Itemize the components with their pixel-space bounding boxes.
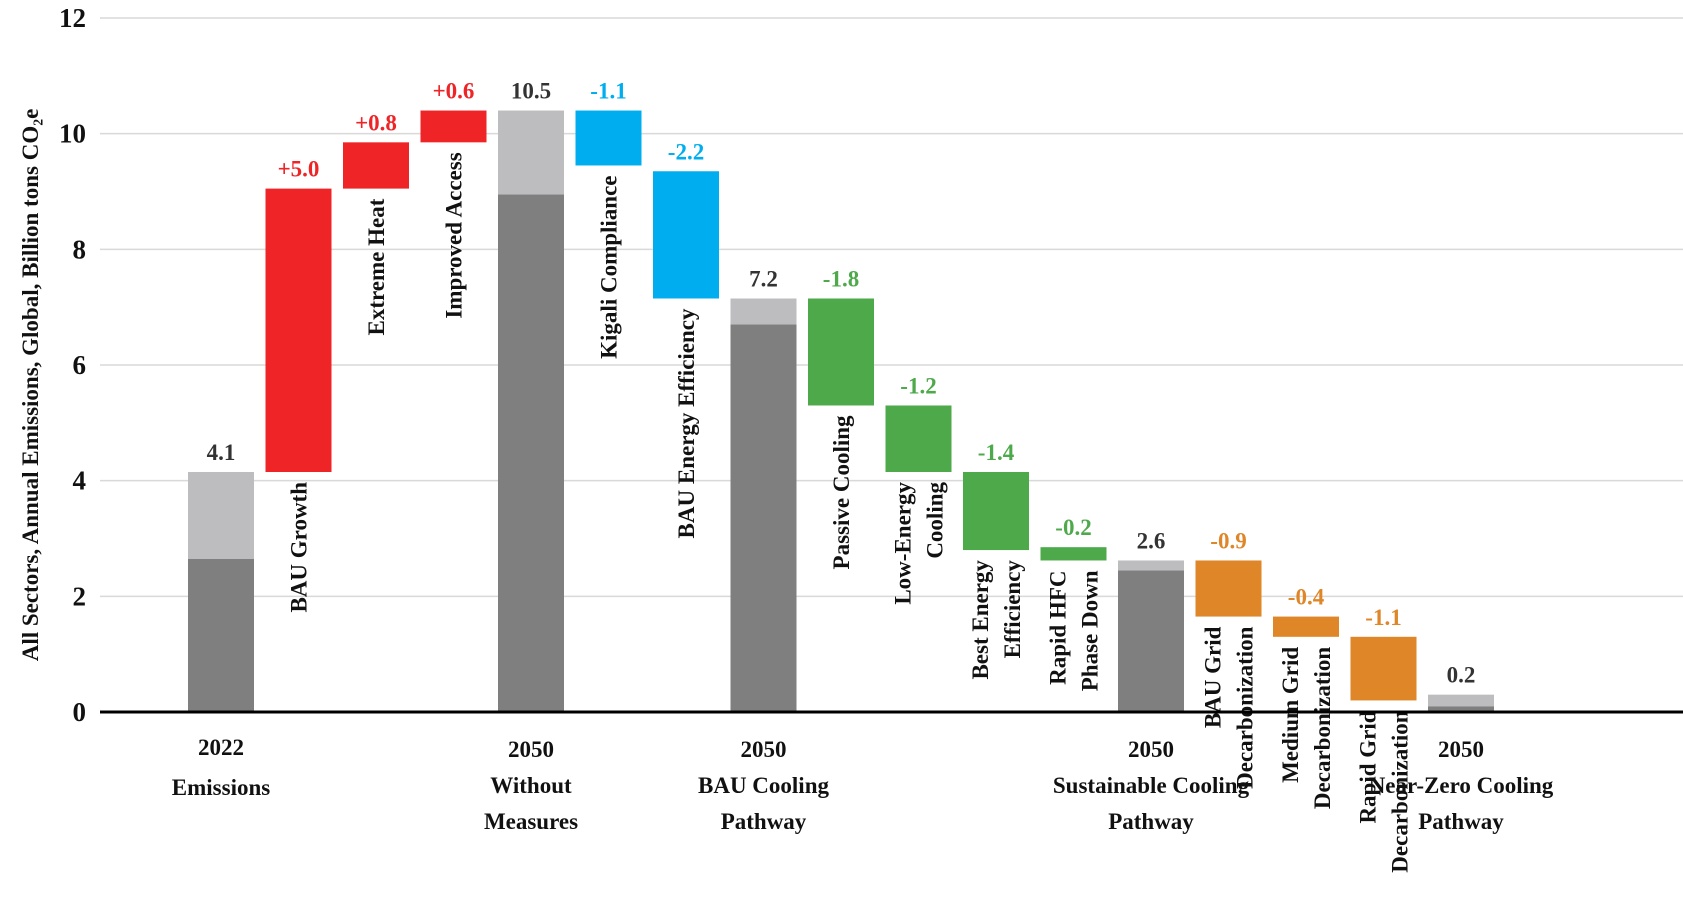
step-label: Rapid HFC <box>1046 570 1071 684</box>
grid-lines <box>100 17 1683 598</box>
bar-total-base <box>1118 570 1184 712</box>
category-label: Pathway <box>721 809 807 834</box>
bar-total-cap <box>188 471 254 559</box>
category-label: 2022 <box>198 735 244 760</box>
bar-total-cap <box>498 110 564 195</box>
step-label: Extreme Heat <box>364 198 389 335</box>
value-label: -1.8 <box>823 266 859 291</box>
step-label: Decarbonization <box>1388 710 1413 872</box>
category-label: Pathway <box>1418 809 1504 834</box>
step-label: Phase Down <box>1078 570 1103 691</box>
category-label: 2050 <box>508 737 554 762</box>
bar-total-base <box>498 194 564 712</box>
value-label: -0.9 <box>1210 528 1246 553</box>
y-tick-label: 4 <box>73 466 87 496</box>
value-label: +0.6 <box>433 79 475 104</box>
bar-total-base <box>1428 706 1494 712</box>
step-label: Improved Access <box>442 152 467 318</box>
category-label: Sustainable Cooling <box>1053 773 1250 798</box>
step-label: Decarbonization <box>1310 647 1335 809</box>
value-label: +5.0 <box>278 157 320 182</box>
value-label: -0.4 <box>1288 585 1325 610</box>
y-axis-label: All Sectors, Annual Emissions, Global, B… <box>18 109 43 662</box>
category-label: 2050 <box>1438 737 1484 762</box>
value-label: 2.6 <box>1137 528 1166 553</box>
bar-delta <box>575 110 642 166</box>
bar-delta <box>808 298 874 406</box>
bar-total-base <box>188 558 254 712</box>
step-label: Low-Energy <box>891 482 916 605</box>
labels: 4.1 2022 Emissions +5.0 BAU Growth +0.8 Extrem… <box>172 79 1554 873</box>
category-label: Measures <box>484 809 578 834</box>
step-label: Decarbonization <box>1233 626 1258 788</box>
y-tick-label: 6 <box>73 350 87 380</box>
step-label: Passive Cooling <box>829 415 854 569</box>
value-label: 0.2 <box>1447 663 1476 688</box>
value-label: 4.1 <box>207 440 236 465</box>
bar-delta <box>1040 547 1107 561</box>
step-label: Best Energy <box>968 560 993 680</box>
category-label: 2050 <box>1128 737 1174 762</box>
category-label: 2050 <box>741 737 787 762</box>
step-label: Medium Grid <box>1278 647 1303 783</box>
value-label: -1.1 <box>1365 605 1401 630</box>
bar-delta <box>1195 560 1262 617</box>
value-label: -1.4 <box>978 440 1015 465</box>
bar-delta <box>885 405 952 472</box>
bar-delta <box>1273 616 1339 637</box>
bar-total-cap <box>1118 560 1184 571</box>
value-label: 7.2 <box>749 266 778 291</box>
bar-total-cap <box>1428 694 1494 707</box>
step-label: Rapid Grid <box>1356 710 1381 823</box>
category-label: Pathway <box>1108 809 1194 834</box>
bar-total-cap <box>730 298 797 325</box>
value-label: -1.2 <box>900 373 936 398</box>
step-label: BAU Energy Efficiency <box>674 308 699 538</box>
bar-delta <box>1350 636 1417 701</box>
bar-delta <box>653 171 719 299</box>
value-label: -1.1 <box>590 79 626 104</box>
bar-delta <box>343 142 409 189</box>
category-label: BAU Cooling <box>698 773 829 798</box>
value-label: 10.5 <box>511 79 551 104</box>
y-tick-label: 0 <box>73 697 87 727</box>
bar-delta <box>420 110 487 143</box>
y-tick-label: 10 <box>59 119 86 149</box>
y-tick-label: 12 <box>59 3 86 33</box>
step-label: Cooling <box>923 481 948 558</box>
step-label: Kigali Compliance <box>597 175 622 358</box>
value-label: +0.8 <box>355 110 397 135</box>
bars <box>188 110 1494 712</box>
bar-delta <box>963 471 1029 551</box>
value-label: -0.2 <box>1055 515 1091 540</box>
y-tick-label: 8 <box>73 234 87 264</box>
bar-delta <box>265 188 332 472</box>
y-tick-label: 2 <box>73 581 87 611</box>
step-label: Efficiency <box>1000 560 1025 659</box>
bar-total-base <box>730 324 797 712</box>
category-label: Without <box>490 773 572 798</box>
y-axis-ticks: 0 2 4 6 8 10 12 <box>59 3 86 727</box>
value-label: -2.2 <box>668 139 704 164</box>
category-label: Emissions <box>172 775 270 800</box>
step-label: BAU Growth <box>287 482 312 613</box>
category-label: Near-Zero Cooling <box>1369 773 1554 798</box>
